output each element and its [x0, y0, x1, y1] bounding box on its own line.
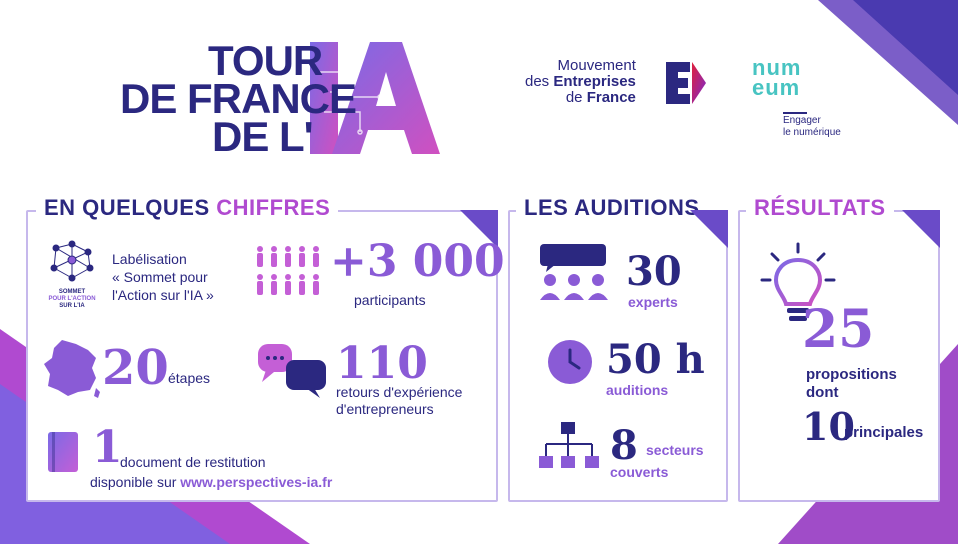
chat-bubbles-icon — [256, 340, 328, 405]
numeum-tagline-1: Engager — [783, 115, 821, 126]
panel-auditions: LES AUDITIONS 30 experts 50 h auditions … — [508, 195, 728, 502]
principales-number: 10 — [802, 404, 855, 449]
panel-corner-triangle — [690, 210, 728, 248]
propositions-line1: propositions — [806, 366, 897, 383]
hours-label: auditions — [606, 382, 669, 398]
perspectives-ia-link[interactable]: www.perspectives-ia.fr — [180, 474, 333, 490]
experts-label: experts — [628, 294, 678, 310]
logo-title-line2: DE FRANCE — [120, 75, 357, 122]
doc-line2: disponible sur www.perspectives-ia.fr — [90, 474, 332, 490]
book-icon — [46, 430, 80, 479]
retours-label: retours d'expérience d'entrepreneurs — [336, 384, 462, 418]
propositions-number: 25 — [802, 299, 875, 360]
speech-audience-icon — [536, 242, 612, 309]
org-chart-icon — [536, 420, 602, 483]
medef-line3a: de — [565, 88, 587, 106]
label-line2: « Sommet pour — [112, 269, 208, 286]
retours-number: 110 — [336, 338, 428, 389]
sommet-logo-text-2: POUR L'ACTION — [48, 296, 96, 303]
propositions-label: propositions dont — [806, 366, 897, 402]
label-sommet: Labélisation « Sommet pour l'Action sur … — [112, 250, 214, 305]
medef-line3b: France — [586, 88, 636, 106]
secteurs-number: 8 — [610, 422, 638, 469]
numeum-line1: num — [752, 55, 802, 80]
medef-line2b: Entreprises — [553, 72, 636, 90]
lightbulb-icon — [760, 242, 836, 337]
participants-number: +3 000 — [330, 236, 505, 287]
numeum-logo: num eum — [752, 55, 802, 100]
logo-title-line1: TOUR — [208, 37, 323, 84]
medef-line1: Mouvement — [557, 57, 636, 74]
label-line1: Labélisation — [112, 251, 187, 267]
retours-line2: d'entrepreneurs — [336, 400, 434, 417]
panel-chiffres-title: EN QUELQUES CHIFFRES — [36, 195, 339, 221]
title-part-a: EN QUELQUES — [44, 195, 217, 220]
ai-circuit-icon — [310, 42, 440, 154]
panel-corner-triangle — [460, 210, 498, 248]
sommet-logo-text-1: SOMMET — [58, 289, 86, 295]
france-map-icon — [40, 338, 102, 405]
sommet-logo-icon: SOMMET POUR L'ACTION SUR L'IA — [46, 238, 98, 310]
participants-label: participants — [354, 292, 426, 308]
medef-logo-icon — [662, 58, 710, 108]
numeum-tagline-2: le numérique — [783, 127, 841, 138]
clock-icon — [546, 338, 594, 391]
medef-line2a: des — [525, 72, 554, 90]
sommet-logo-text-3: SUR L'IA — [59, 303, 85, 310]
panel-chiffres: EN QUELQUES CHIFFRES SOMMET POUR L'ACTIO… — [26, 195, 505, 502]
title-part-b: CHIFFRES — [216, 195, 331, 220]
corner-decoration-top-right-inner — [853, 0, 958, 95]
people-icon — [254, 244, 326, 305]
panel-auditions-title: LES AUDITIONS — [516, 195, 708, 221]
panel-corner-triangle — [902, 210, 940, 248]
numeum-underline — [783, 112, 807, 114]
experts-number: 30 — [626, 248, 682, 295]
doc-number: 1 — [92, 422, 123, 473]
secteurs-line1: secteurs — [646, 442, 704, 458]
panel-resultats: RÉSULTATS 25 propositions dont 10 princi… — [738, 195, 940, 502]
secteurs-line2: couverts — [610, 464, 669, 480]
doc-line2-text: disponible sur — [90, 474, 181, 490]
doc-line1: document de restitution — [120, 454, 266, 470]
etapes-label: étapes — [168, 370, 211, 386]
logo-title-line3: DE L' — [212, 113, 314, 160]
medef-logo-text: Mouvement des Entreprises de France — [525, 58, 636, 105]
retours-line1: retours d'expérience — [336, 384, 463, 400]
principales-label: principales — [844, 424, 924, 441]
propositions-line2: dont — [806, 384, 839, 401]
label-line3: l'Action sur l'IA » — [112, 287, 214, 304]
etapes-number: 20 — [102, 340, 169, 396]
numeum-tagline: Engager le numérique — [783, 115, 841, 139]
panel-resultats-title: RÉSULTATS — [746, 195, 894, 221]
numeum-line2: eum — [752, 74, 801, 100]
hours-number: 50 h — [606, 336, 705, 383]
